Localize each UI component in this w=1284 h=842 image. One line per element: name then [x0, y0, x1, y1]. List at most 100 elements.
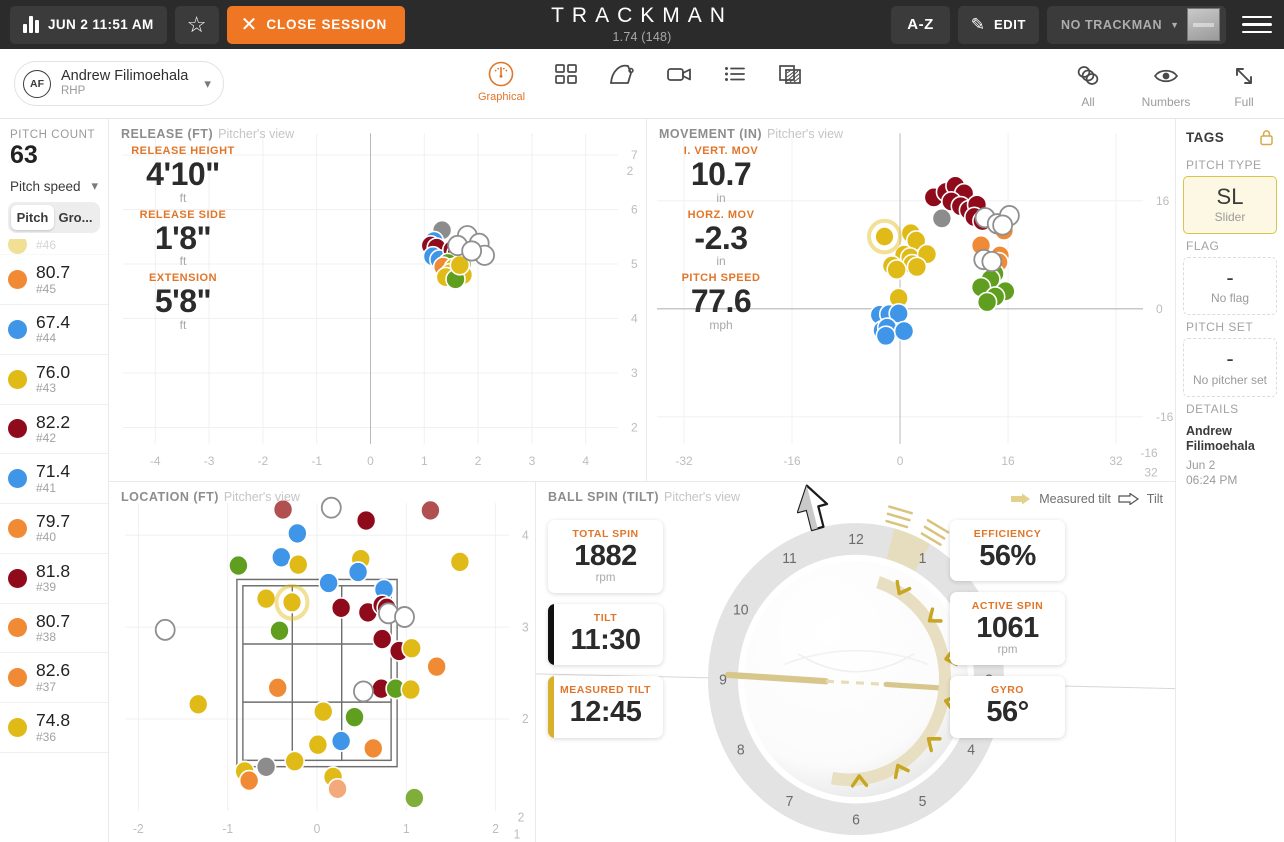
metric-unit: ft	[179, 254, 187, 269]
movement-scatter-chart[interactable]: -32 -16 0 16 32 -16 0 16 -16 32	[647, 119, 1175, 481]
svg-text:32: 32	[1109, 454, 1123, 468]
tool-full[interactable]: Full	[1218, 64, 1270, 109]
svg-text:2: 2	[475, 454, 482, 468]
card-total-spin: TOTAL SPIN 1882 rpm	[548, 519, 663, 593]
list-item[interactable]: 67.4 #44	[0, 305, 108, 355]
session-date-label: JUN 2 11:51 AM	[48, 17, 154, 32]
metric-select[interactable]: Pitch speed ▾	[0, 174, 108, 202]
overlay-compare-icon	[779, 65, 801, 84]
tab-trajectory[interactable]	[607, 60, 637, 88]
pitch-speed: 82.6	[36, 660, 71, 681]
tab-compare[interactable]	[776, 60, 806, 88]
svg-text:-16: -16	[1156, 410, 1174, 424]
svg-text:16: 16	[1001, 454, 1015, 468]
pitch-info: 80.7 #38	[36, 611, 70, 645]
spin-cards-right: EFFICIENCY 56% ACTIVE SPIN 1061 rpm GYRO…	[950, 519, 1065, 749]
pitch-info: 80.7 #45	[36, 263, 70, 296]
ballspin-subtitle: Pitcher's view	[664, 489, 741, 504]
tool-numbers[interactable]: Numbers	[1140, 64, 1192, 109]
svg-text:-2: -2	[133, 821, 144, 835]
tag-flag[interactable]: - No flag	[1183, 257, 1277, 316]
tag-pitch-set[interactable]: - No pitcher set	[1183, 338, 1277, 397]
svg-text:0: 0	[897, 454, 904, 468]
favorite-button[interactable]: ☆	[174, 5, 219, 44]
edit-button[interactable]: ✎ EDIT	[957, 5, 1040, 44]
tag-flag-value: -	[1226, 265, 1234, 291]
ball-spin-panel: BALL SPIN (TILT) Pitcher's view Measured …	[535, 481, 1175, 842]
list-item[interactable]: 71.4 #41	[0, 454, 108, 505]
close-session-button[interactable]: ✕ CLOSE SESSION	[226, 5, 406, 44]
list-item[interactable]: #46	[0, 239, 108, 256]
metric-label: HORZ. MOV	[687, 208, 755, 221]
svg-text:5: 5	[919, 793, 927, 809]
svg-text:-1: -1	[222, 821, 233, 835]
pitch-list-sidebar: PITCH COUNT 63 Pitch speed ▾ Pitch Gro..…	[0, 119, 109, 842]
measured-tilt-legend-label: Measured tilt	[1039, 491, 1111, 506]
tab-group[interactable]: Gro...	[58, 210, 93, 226]
pitch-list[interactable]: #46 80.7 #45 67.4 #44 76.0 #43 82.2 #42 71.4 #41 7…	[0, 239, 108, 842]
metric-unit: mph	[709, 317, 733, 332]
pitch-number: #46	[36, 239, 57, 253]
list-item[interactable]: 82.2 #42	[0, 405, 108, 455]
avatar: AF	[23, 69, 51, 98]
pitch-number: #41	[36, 480, 57, 495]
sort-az-button[interactable]: A-Z	[891, 5, 950, 44]
svg-text:0: 0	[1156, 302, 1163, 316]
list-item[interactable]: 82.6 #37	[0, 653, 108, 704]
pitch-count-label: PITCH COUNT	[10, 129, 96, 141]
tag-pitch-set-name: No pitcher set	[1192, 372, 1268, 387]
menu-button[interactable]	[1234, 15, 1274, 34]
movement-subtitle: Pitcher's view	[767, 127, 844, 141]
tool-all[interactable]: All	[1062, 64, 1114, 109]
movement-panel-title: MOVEMENT (IN) Pitcher's view	[659, 127, 843, 141]
list-item[interactable]: 80.7 #38	[0, 604, 108, 654]
release-scatter-chart[interactable]: -4 -3 -2 -1 0 1 2 3 4 2 3 4 5 6 7 2	[109, 119, 646, 481]
svg-text:7: 7	[631, 148, 638, 162]
lock-icon[interactable]	[1259, 129, 1274, 146]
section-label-pitch-set: PITCH SET	[1186, 320, 1254, 335]
tab-grid[interactable]	[552, 60, 580, 88]
tab-pitch[interactable]: Pitch	[11, 205, 54, 231]
svg-text:1: 1	[403, 821, 410, 835]
tab-list[interactable]	[721, 60, 749, 88]
metric-unit: ft	[179, 317, 187, 332]
metric-label: EXTENSION	[148, 272, 218, 285]
session-date-button[interactable]: JUN 2 11:51 AM	[10, 5, 167, 44]
list-item[interactable]: 81.8 #39	[0, 554, 108, 604]
svg-text:2: 2	[522, 711, 529, 725]
list-mode-tabs: Pitch Gro...	[8, 202, 100, 234]
tags-sidebar: TAGS PITCH TYPE SL Slider FLAG - No flag…	[1175, 119, 1284, 842]
eye-icon	[1153, 69, 1179, 83]
sort-az-label: A-Z	[907, 16, 934, 33]
sub-bar: AF Andrew Filimoehala RHP ▾ Graphical	[0, 49, 1284, 119]
pitch-number: #39	[36, 580, 57, 595]
card-label: ACTIVE SPIN	[971, 599, 1044, 612]
card-measured-tilt: MEASURED TILT 12:45	[548, 676, 663, 738]
tab-graphical[interactable]: Graphical	[478, 60, 525, 103]
layers-icon	[1077, 66, 1099, 85]
card-efficiency: EFFICIENCY 56%	[950, 519, 1065, 581]
list-item[interactable]: 79.7 #40	[0, 504, 108, 554]
release-metrics: RELEASE HEIGHT 4'10" ft RELEASE SIDE 1'8…	[127, 145, 239, 336]
card-value: 56%	[979, 539, 1036, 572]
device-selector[interactable]: NO TRACKMAN ▼	[1047, 5, 1226, 44]
svg-text:-16: -16	[1140, 446, 1158, 460]
tags-header: TAGS	[1176, 119, 1284, 153]
list-item[interactable]: 80.7 #45	[0, 255, 108, 306]
pitch-speed: 79.7	[36, 511, 71, 532]
tab-video[interactable]	[664, 60, 694, 88]
camera-thumbnail[interactable]	[1187, 8, 1220, 41]
svg-text:1: 1	[514, 826, 521, 840]
tags-title: TAGS	[1186, 130, 1225, 145]
tag-pitch-type-code: SL	[1216, 184, 1244, 209]
player-selector[interactable]: AF Andrew Filimoehala RHP ▾	[14, 61, 224, 106]
pitch-number: #37	[36, 679, 57, 694]
svg-text:3: 3	[631, 366, 638, 380]
svg-text:16: 16	[1156, 194, 1170, 208]
tag-pitch-type[interactable]: SL Slider	[1183, 176, 1277, 235]
list-item[interactable]: 74.8 #36	[0, 703, 108, 753]
pitch-speed: 67.4	[36, 312, 71, 333]
list-item[interactable]: 76.0 #43	[0, 355, 108, 405]
location-scatter-chart[interactable]: -2 -1 0 1 2 2 3 4 1 2	[109, 482, 535, 842]
pitch-number: #36	[36, 729, 57, 744]
